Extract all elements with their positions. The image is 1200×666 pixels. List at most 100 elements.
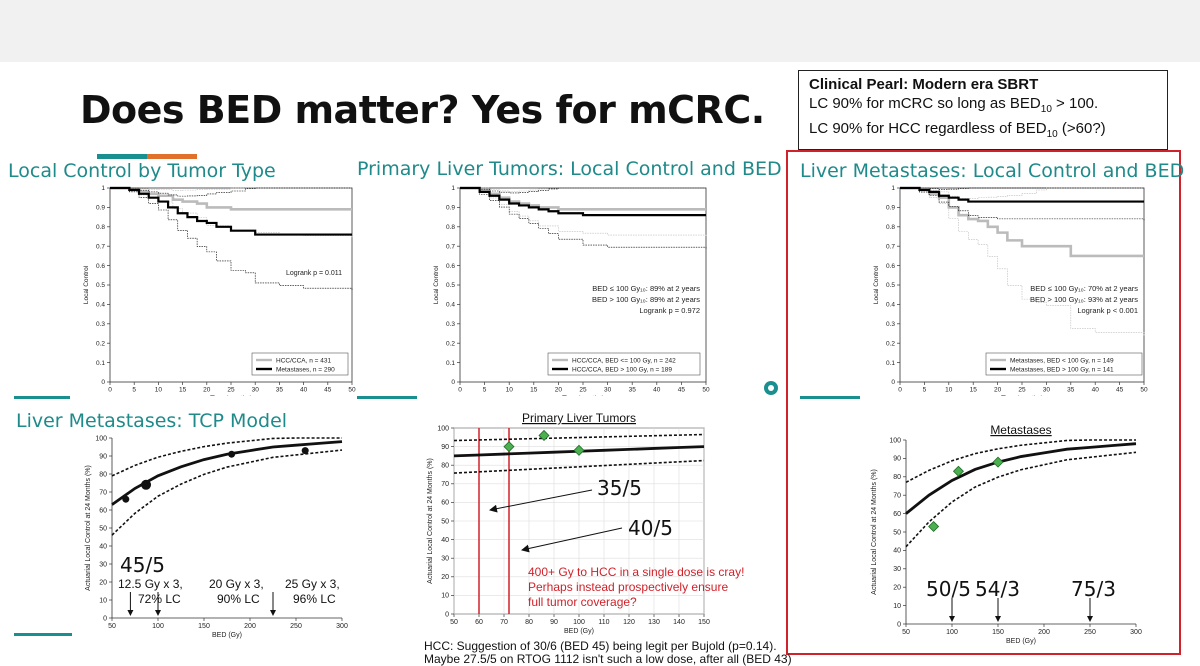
km-chart-primary: 0 5 10 15 20 25 30 35 40 45 50 0 0.1 0.2 0.3 0.4 0.5 0.6 0… — [433, 185, 710, 396]
caption-12-5-gy: 12.5 Gy x 3, 72% LC — [118, 577, 183, 607]
caption-12-5-gy-line2: 72% LC — [138, 592, 181, 606]
y-tick-label: 0 — [897, 621, 901, 628]
annotation-35-5: 35/5 — [597, 476, 642, 500]
km-series-line — [460, 186, 706, 217]
y-tick-label: 0.9 — [886, 205, 895, 212]
x-tick-label: 80 — [525, 619, 533, 626]
panel-title-tcp-model: Liver Metastases: TCP Model — [16, 410, 288, 432]
x-tick-label: 0 — [898, 387, 902, 394]
data-point — [928, 520, 940, 532]
x-tick-label: 5 — [923, 387, 927, 394]
y-axis-label: Local Control — [83, 265, 90, 304]
y-tick-label: 0.3 — [446, 321, 455, 328]
badge-icon — [764, 381, 778, 395]
x-tick-label: 30 — [252, 387, 260, 394]
confidence-band-upper — [900, 187, 1144, 190]
red-note: 400+ Gy to HCC in a single dose is cray!… — [528, 565, 744, 610]
y-tick-label: 0.8 — [446, 224, 455, 231]
y-tick-label: 30 — [441, 556, 449, 563]
title-accent-orange — [147, 154, 197, 159]
y-tick-label: 100 — [889, 437, 901, 444]
caption-25-gy-line1: 25 Gy x 3, — [285, 577, 340, 591]
y-tick-label: 1 — [891, 185, 895, 192]
confidence-band-upper — [110, 187, 352, 191]
y-tick-label: 0.7 — [886, 243, 895, 250]
y-tick-label: 0.1 — [886, 360, 895, 367]
y-tick-label: 0.4 — [886, 302, 895, 309]
divider-1 — [14, 396, 70, 399]
x-tick-label: 25 — [579, 387, 587, 394]
dose-arrow-head — [949, 616, 955, 622]
data-point — [301, 447, 309, 455]
y-tick-label: 90 — [99, 453, 107, 460]
x-tick-label: 50 — [450, 619, 458, 626]
y-tick-label: 0.6 — [886, 263, 895, 270]
y-tick-label: 60 — [99, 507, 107, 514]
y-tick-label: 0.6 — [96, 263, 105, 270]
data-point — [573, 444, 585, 456]
x-axis-label: Time (months) — [562, 395, 604, 396]
y-tick-label: 10 — [99, 597, 107, 604]
stat-annotation: Logrank p < 0.001 — [1077, 306, 1138, 315]
x-axis-label: Time (months) — [1001, 395, 1043, 396]
x-tick-label: 200 — [244, 623, 256, 630]
x-tick-label: 20 — [994, 387, 1002, 394]
x-tick-label: 45 — [1116, 387, 1124, 394]
x-tick-label: 40 — [300, 387, 308, 394]
hcc-note: HCC: Suggestion of 30/6 (BED 45) being l… — [424, 640, 792, 666]
ci-upper-line — [905, 439, 1136, 484]
x-tick-label: 250 — [1084, 629, 1096, 636]
x-tick-label: 40 — [1092, 387, 1100, 394]
x-tick-label: 0 — [458, 387, 462, 394]
x-tick-label: 90 — [550, 619, 558, 626]
hcc-note-line2: Maybe 27.5/5 on RTOG 1112 isn't such a l… — [424, 652, 792, 666]
ci-lower-line — [111, 449, 343, 536]
tcp-chart-primary: 50 60 70 80 90 100 110 120 130 140 150 0 10 20 30 40 50 6… — [427, 411, 710, 635]
x-tick-label: 50 — [108, 623, 116, 630]
x-axis-label: BED (Gy) — [1006, 638, 1036, 645]
legend-entry: Metastases, n = 290 — [276, 367, 335, 374]
x-tick-label: 50 — [1140, 387, 1148, 394]
x-tick-label: 60 — [475, 619, 483, 626]
x-tick-label: 300 — [336, 623, 348, 630]
red-note-line3: full tumor coverage? — [528, 595, 637, 609]
y-tick-label: 20 — [441, 574, 449, 581]
data-point — [228, 450, 236, 458]
divider-3 — [800, 396, 860, 399]
pearl-line-1-sub: 10 — [1040, 104, 1052, 115]
x-axis-label: BED (Gy) — [212, 632, 242, 639]
y-tick-label: 0.7 — [446, 243, 455, 250]
caption-25-gy: 25 Gy x 3, 96% LC — [285, 577, 340, 607]
y-tick-label: 0.3 — [886, 321, 895, 328]
y-tick-label: 0.3 — [96, 321, 105, 328]
pearl-line-2-text: LC 90% for HCC regardless of BED — [809, 120, 1047, 137]
y-tick-label: 0.5 — [446, 282, 455, 289]
km-chart-tumor-type: 0 5 10 15 20 25 30 35 40 45 50 0 0.1 0.2 0.3 0.4 0.5 0.6 0… — [83, 185, 356, 396]
y-tick-label: 0.2 — [886, 340, 895, 347]
confidence-band-upper — [460, 187, 706, 192]
x-tick-label: 45 — [678, 387, 686, 394]
y-tick-label: 50 — [893, 529, 901, 536]
confidence-band-lower — [460, 187, 707, 250]
y-tick-label: 0.8 — [886, 224, 895, 231]
y-tick-label: 50 — [99, 525, 107, 532]
y-tick-label: 10 — [893, 603, 901, 610]
caption-20-gy-line2: 90% LC — [217, 592, 260, 606]
stat-annotation: BED ≤ 100 Gy₁₀: 89% at 2 years — [592, 284, 700, 293]
y-tick-label: 70 — [441, 481, 449, 488]
y-tick-label: 70 — [893, 493, 901, 500]
x-tick-label: 15 — [530, 387, 538, 394]
y-axis-label: Actuarial Local Control at 24 Months (%) — [871, 469, 878, 595]
data-point — [141, 479, 152, 490]
km-series-line — [900, 186, 1144, 258]
dose-arrow-head — [155, 610, 161, 616]
stat-annotation: BED > 100 Gy₁₀: 89% at 2 years — [592, 295, 700, 304]
km-series-line — [460, 186, 706, 211]
y-tick-label: 0 — [451, 379, 455, 386]
red-note-line1: 400+ Gy to HCC in a single dose is cray! — [528, 565, 745, 579]
x-tick-label: 45 — [324, 387, 332, 394]
pearl-line-1-text: LC 90% for mCRC so long as BED — [809, 95, 1041, 112]
km-series-line — [110, 186, 352, 236]
tcp-curve — [111, 440, 343, 506]
divider-4 — [14, 633, 72, 636]
